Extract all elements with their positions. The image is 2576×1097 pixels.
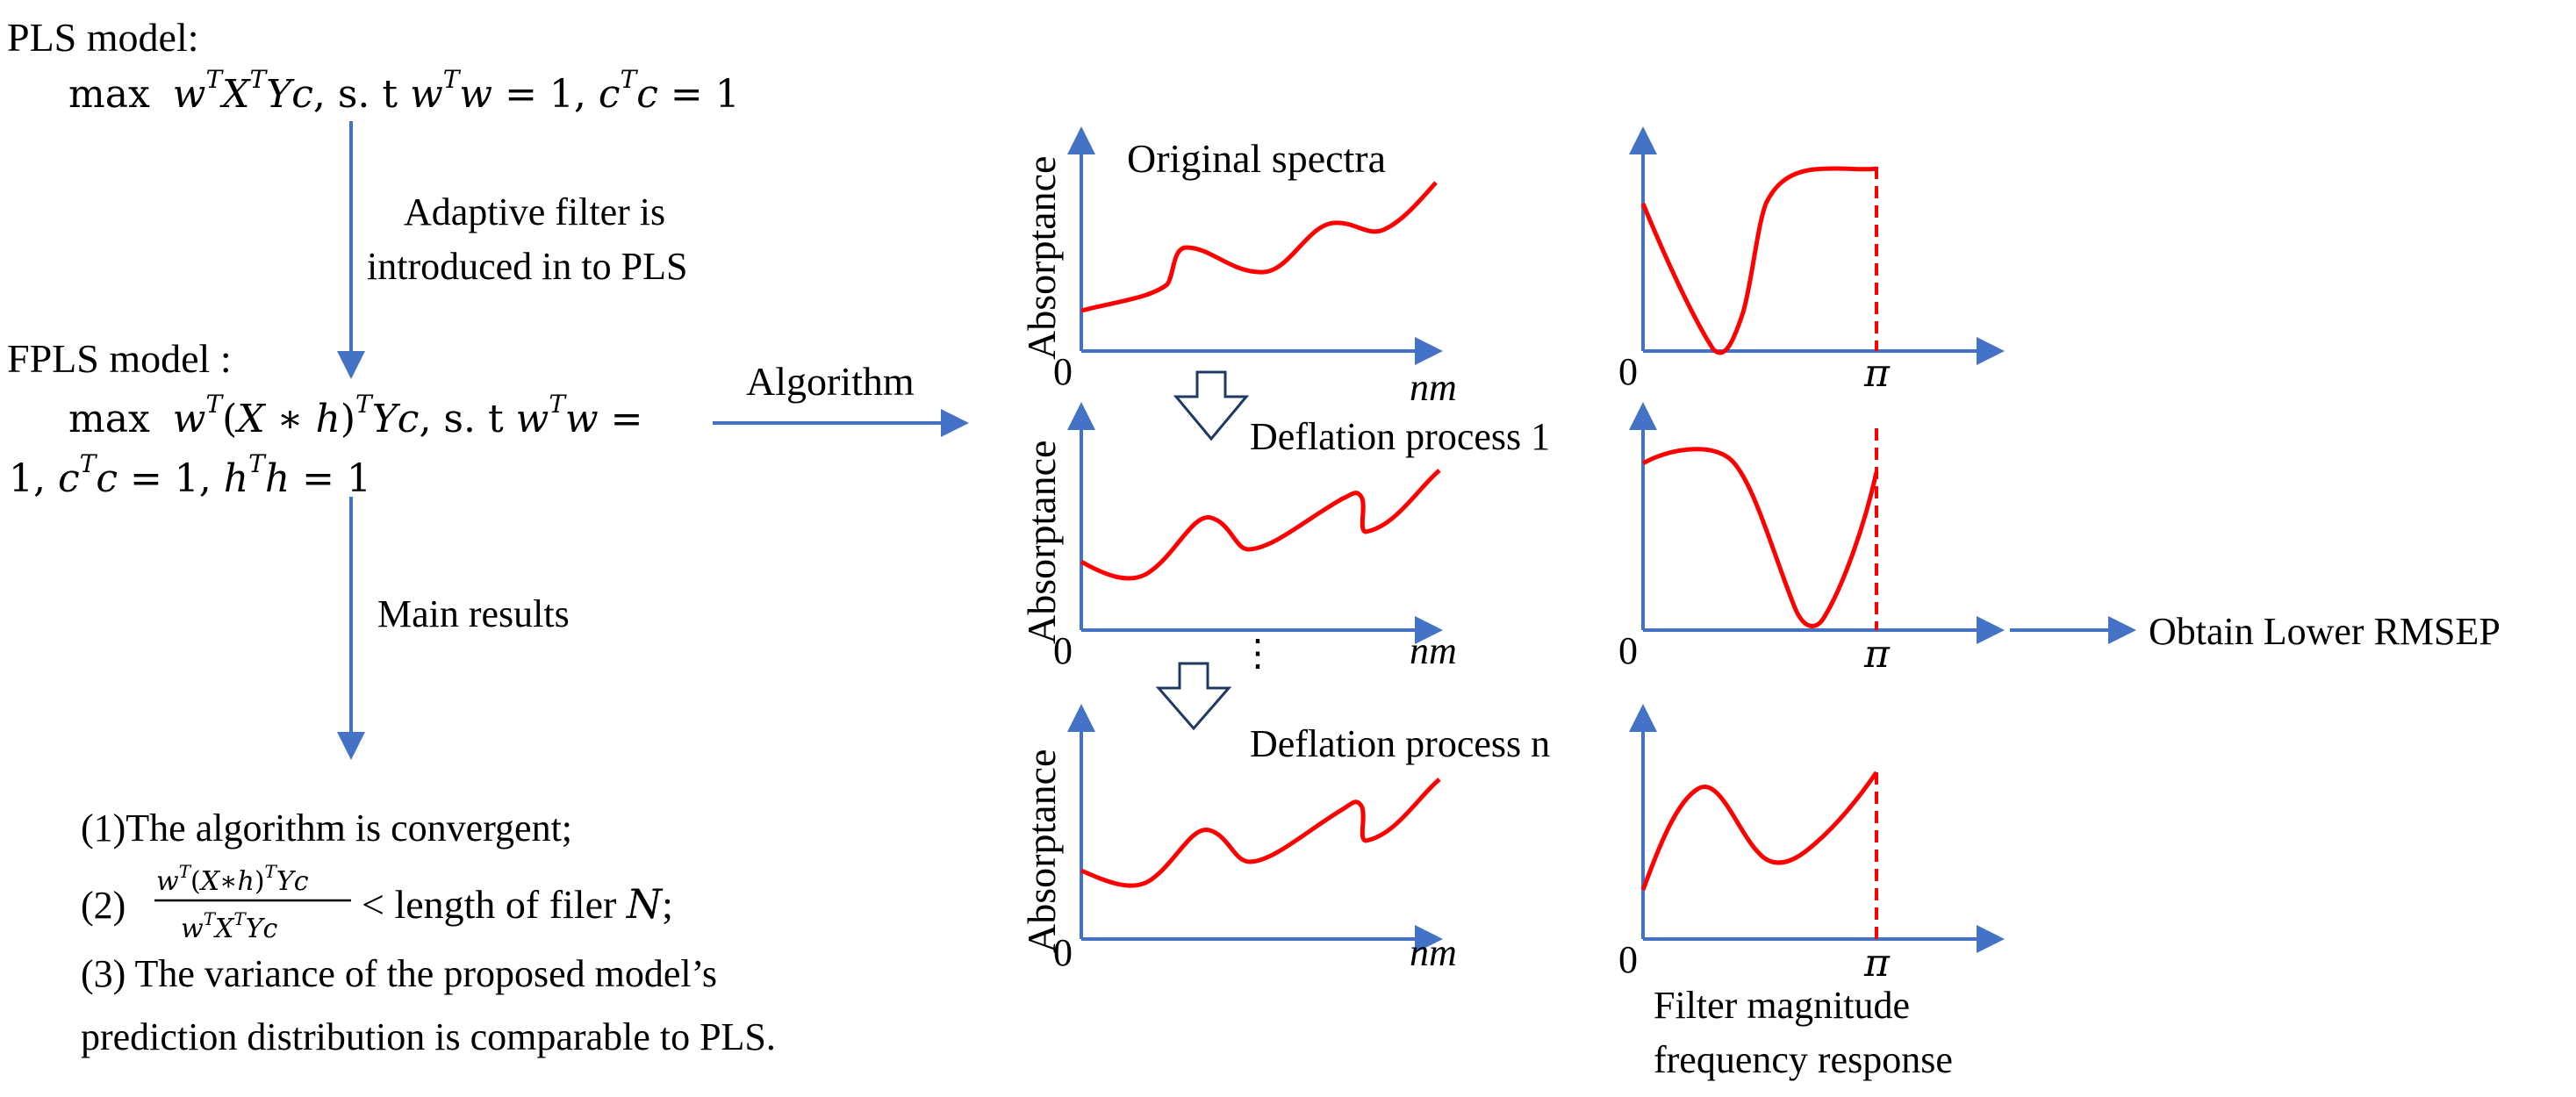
origin-label: 0 — [1053, 350, 1073, 393]
origin-label: 0 — [1618, 629, 1638, 672]
result-item-3-line1: (3) The variance of the proposed model’s — [81, 952, 717, 995]
svg-text:< length of filer N;: < length of filer N; — [362, 880, 673, 928]
result-item-2: (2) wT(X∗h)TYc wTXTYc < length of filer … — [81, 861, 673, 944]
filter-panel-n: 0 π — [1618, 704, 2005, 986]
ratio-numerator: wT(X∗h)TYc — [156, 861, 309, 897]
origin-label: 0 — [1053, 629, 1073, 672]
filter-caption-line2: frequency response — [1654, 1038, 1953, 1081]
origin-label: 0 — [1618, 938, 1638, 981]
y-axis-label: Absorptance — [1019, 441, 1064, 644]
filter-response-curve — [1641, 447, 1879, 628]
pi-label: π — [1863, 632, 1891, 677]
deflation-n-label: Deflation process n — [1250, 722, 1550, 765]
fpls-formula-line2: 1, cTc = 1, hTh = 1 — [9, 449, 371, 501]
deflation-arrow-1: Deflation process 1 — [1173, 370, 1550, 458]
adaptive-filter-label-1: Adaptive filter is — [404, 190, 665, 233]
result-item-3-line2: prediction distribution is comparable to… — [81, 1015, 776, 1058]
spectra-panel-original: Absorptance 0 nm Original spectra — [1019, 126, 1457, 409]
fpls-title: FPLS model : — [7, 336, 232, 381]
filter-caption-line1: Filter magnitude — [1654, 984, 1910, 1027]
spectra-panel-deflation-1: Absorptance 0 nm ⋮ — [1019, 402, 1457, 674]
pi-label: π — [1863, 351, 1891, 396]
algorithm-label: Algorithm — [746, 359, 915, 404]
ratio-denominator: wTXTYc — [181, 908, 278, 944]
deflation-arrow-n: Deflation process n — [1155, 662, 1550, 765]
x-axis-label: nm — [1410, 931, 1457, 974]
origin-label: 0 — [1618, 350, 1638, 393]
pi-label: π — [1863, 941, 1891, 986]
result-item-1: (1)The algorithm is convergent; — [81, 807, 572, 850]
main-results-label: Main results — [377, 592, 570, 635]
svg-text:(2): (2) — [81, 884, 126, 927]
panel-title: Original spectra — [1127, 136, 1386, 181]
filter-response-curve — [1640, 771, 1879, 891]
spectrum-curve — [1080, 181, 1438, 313]
x-axis-label: nm — [1410, 366, 1457, 409]
deflation-1-label: Deflation process 1 — [1250, 415, 1550, 458]
y-axis-label: Absorptance — [1019, 156, 1064, 360]
filter-response-curve — [1640, 166, 1877, 355]
continuation-dots: ⋮ — [1239, 634, 1276, 674]
hollow-down-arrow-icon — [1155, 662, 1232, 731]
origin-label: 0 — [1053, 931, 1073, 974]
filter-panel-1: 0 π — [1618, 126, 2005, 396]
adaptive-filter-label-2: introduced in to PLS — [367, 245, 687, 288]
spectrum-curve — [1080, 778, 1441, 888]
filter-panel-2: 0 π — [1618, 402, 2005, 677]
fpls-formula-line1: max wT(X ∗ h)TYc, s. t wTw = — [68, 390, 643, 441]
output-label: Obtain Lower RMSEP — [2149, 610, 2501, 653]
hollow-down-arrow-icon — [1173, 370, 1250, 441]
x-axis-label: nm — [1410, 629, 1457, 672]
pls-formula: max wTXTYc, s. t wTw = 1, cTc = 1 — [68, 65, 740, 117]
y-axis-label: Absorptance — [1019, 749, 1064, 953]
pls-title: PLS model: — [7, 15, 199, 60]
spectrum-curve — [1080, 469, 1441, 581]
spectra-panel-deflation-n: Absorptance 0 nm — [1019, 704, 1457, 974]
